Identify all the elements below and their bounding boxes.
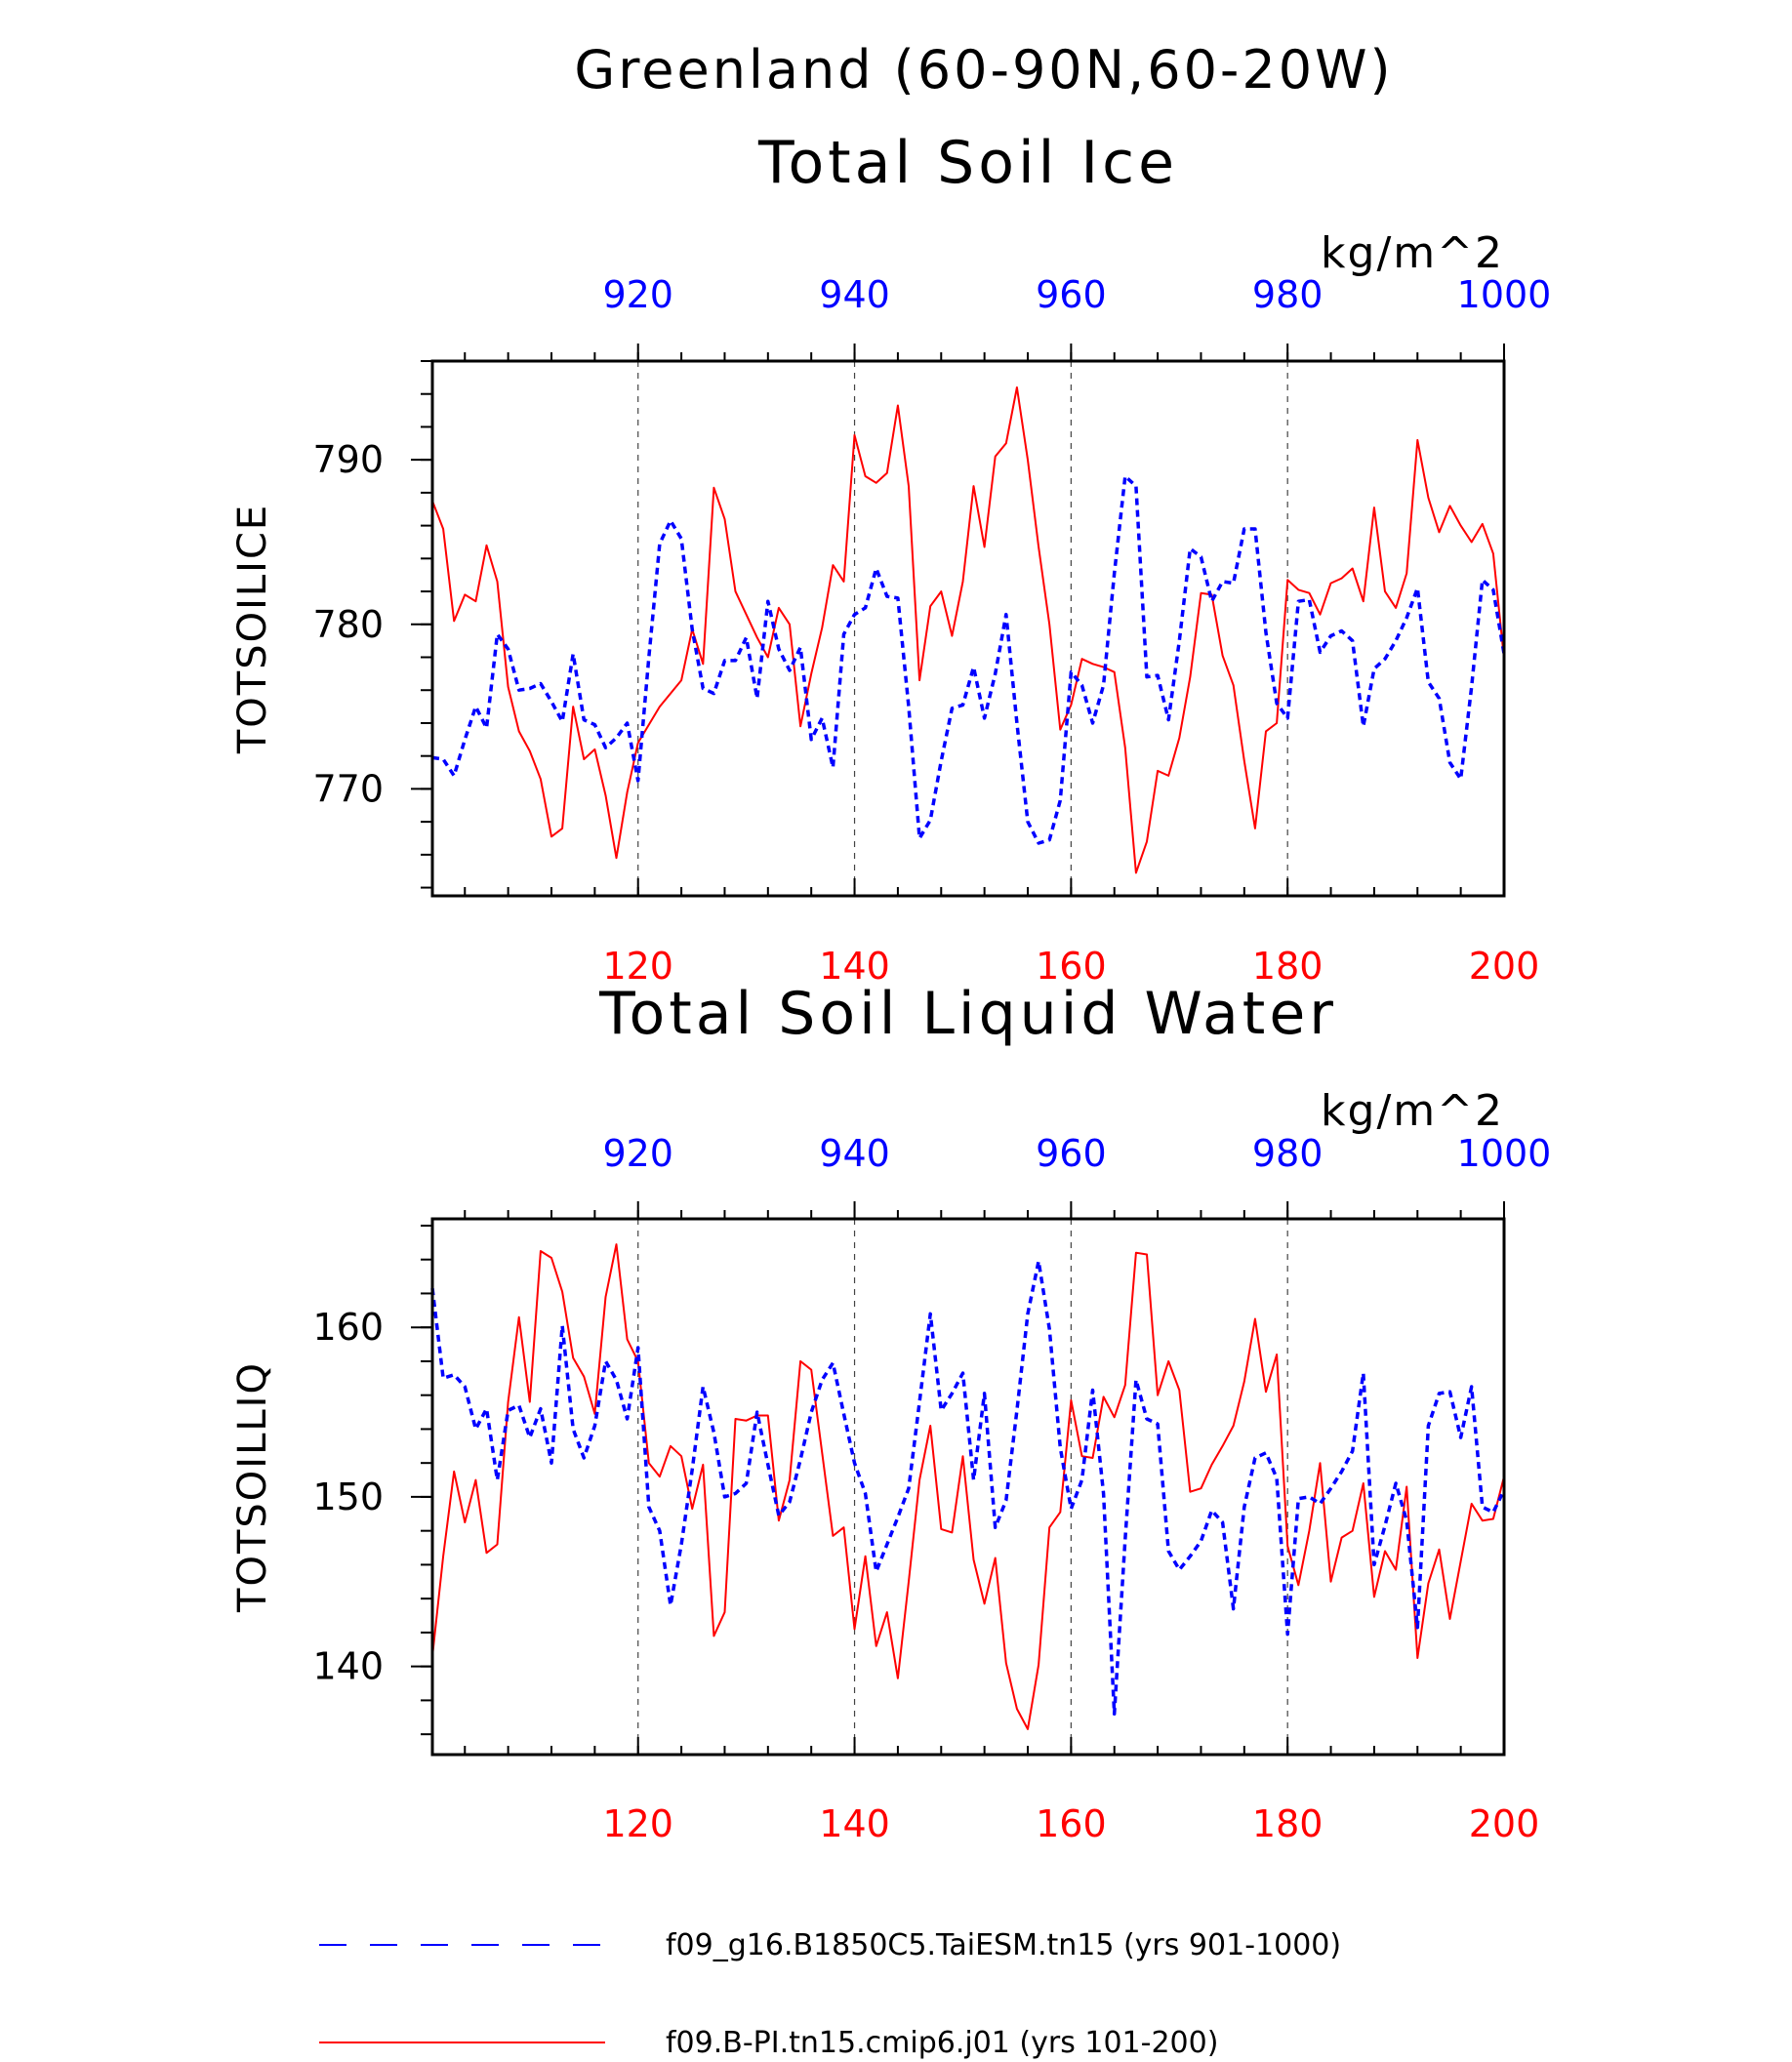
legend-item-cmip6: f09.B-PI.tn15.cmip6.j01 (yrs 101-200): [319, 2026, 1218, 2060]
y-axis-label: TOTSOILICE: [230, 504, 275, 754]
x-top-tick-label: 1000: [1457, 1132, 1552, 1175]
series-line-red-solid: [431, 386, 1505, 874]
panel-title: Total Soil Liquid Water: [598, 980, 1337, 1048]
x-bottom-tick-label: 160: [1036, 1802, 1107, 1845]
series-line-blue-dashed: [430, 1259, 1506, 1717]
y-tick-label: 770: [312, 767, 384, 810]
x-top-tick-label: 980: [1252, 273, 1324, 316]
units-label: kg/m^2: [1321, 1086, 1504, 1136]
x-bottom-tick-label: 200: [1469, 945, 1540, 988]
x-top-tick-label: 940: [819, 273, 890, 316]
series-line-blue-dashed: [431, 474, 1506, 845]
x-top-tick-label: 940: [819, 1132, 890, 1175]
x-top-tick-label: 980: [1252, 1132, 1324, 1175]
x-bottom-tick-label: 160: [1036, 945, 1107, 988]
x-top-tick-label: 920: [602, 273, 673, 316]
y-tick-label: 140: [312, 1645, 384, 1688]
plot-frame: [430, 1217, 1506, 1757]
y-tick-label: 780: [312, 603, 384, 646]
x-bottom-tick-label: 140: [819, 1802, 890, 1845]
x-top-tick-label: 920: [602, 1132, 673, 1175]
legend: f09_g16.B1850C5.TaiESM.tn15 (yrs 901-100…: [319, 1928, 1341, 2060]
panel-total-soil-liquid-water: Total Soil Liquid Water kg/m^2 TOTSOILLIQ 1…: [230, 980, 1551, 1845]
x-bottom-tick-label: 120: [602, 945, 673, 988]
x-bottom-tick-label: 140: [819, 945, 890, 988]
y-tick-label: 150: [312, 1476, 384, 1518]
plot-frame: [430, 359, 1506, 898]
x-top-tick-label: 960: [1036, 273, 1107, 316]
x-top-tick-label: 960: [1036, 1132, 1107, 1175]
x-top-tick-label: 1000: [1457, 273, 1552, 316]
legend-item-taiesm: f09_g16.B1850C5.TaiESM.tn15 (yrs 901-100…: [319, 1928, 1341, 1962]
y-tick-label: 790: [312, 438, 384, 481]
legend-label-cmip6: f09.B-PI.tn15.cmip6.j01 (yrs 101-200): [666, 2026, 1218, 2060]
y-axis-label: TOTSOILLIQ: [230, 1361, 275, 1613]
x-bottom-tick-label: 200: [1469, 1802, 1540, 1845]
x-bottom-tick-label: 180: [1252, 1802, 1324, 1845]
panel-total-soil-ice: Total Soil Ice kg/m^2 TOTSOILICE 120 140 160 1…: [230, 129, 1551, 988]
panel-title: Total Soil Ice: [757, 129, 1178, 197]
x-bottom-tick-label: 120: [602, 1802, 673, 1845]
series-line-red-solid: [431, 1243, 1505, 1730]
figure-title: Greenland (60-90N,60-20W): [574, 39, 1393, 101]
x-bottom-tick-label: 180: [1252, 945, 1324, 988]
units-label: kg/m^2: [1321, 228, 1504, 278]
y-tick-label: 160: [312, 1306, 384, 1349]
legend-label-taiesm: f09_g16.B1850C5.TaiESM.tn15 (yrs 901-100…: [666, 1928, 1341, 1962]
